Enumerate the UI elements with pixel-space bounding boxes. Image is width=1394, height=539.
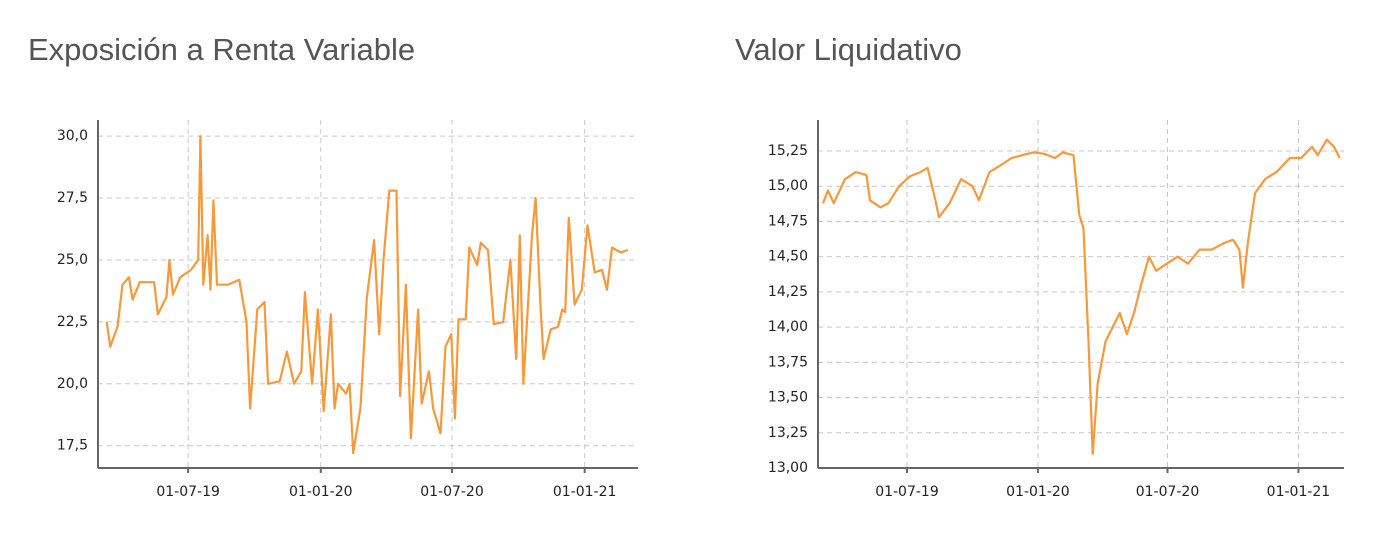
- data-line: [105, 135, 629, 455]
- y-tick-label: 30,0: [57, 128, 88, 144]
- y-tick-label: 14,25: [768, 284, 808, 300]
- y-tick-label: 15,00: [768, 178, 808, 194]
- x-tick-label: 01-01-21: [1267, 484, 1331, 500]
- chart-title: Exposición a Renta Variable: [28, 32, 415, 67]
- y-tick-label: 15,25: [768, 143, 808, 159]
- y-tick-label: 25,0: [57, 252, 88, 268]
- x-tick-label: 01-01-21: [553, 484, 617, 500]
- y-tick-label: 14,00: [768, 319, 808, 335]
- y-tick-label: 13,25: [768, 425, 808, 441]
- y-tick-label: 27,5: [57, 190, 88, 206]
- y-tick-label: 13,50: [768, 390, 808, 406]
- y-tick-label: 14,75: [768, 213, 808, 229]
- y-tick-label: 13,75: [768, 354, 808, 370]
- y-tick-label: 13,00: [768, 460, 808, 476]
- y-tick-label: 20,0: [57, 376, 88, 392]
- x-tick-label: 01-07-19: [156, 484, 220, 500]
- y-tick-label: 22,5: [57, 314, 88, 330]
- x-tick-label: 01-07-20: [1136, 484, 1200, 500]
- x-tick-label: 01-01-20: [289, 484, 353, 500]
- y-tick-label: 14,50: [768, 249, 808, 265]
- x-tick-label: 01-07-20: [420, 484, 484, 500]
- y-tick-label: 17,5: [57, 438, 88, 454]
- chart-title: Valor Liquidativo: [735, 32, 962, 67]
- x-tick-label: 01-01-20: [1006, 484, 1070, 500]
- data-line: [821, 138, 1341, 455]
- x-tick-label: 01-07-19: [875, 484, 939, 500]
